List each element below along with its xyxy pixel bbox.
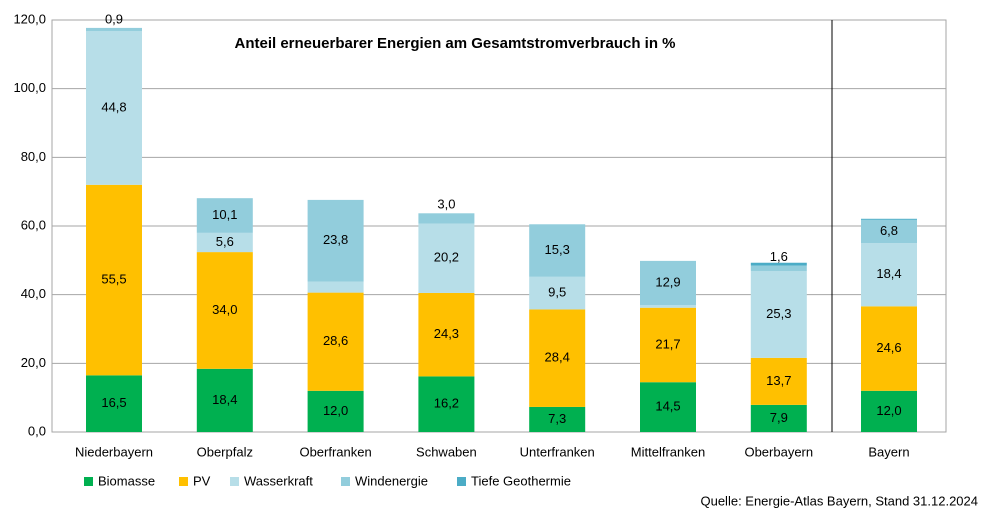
- data-label: 7,9: [770, 410, 788, 425]
- x-tick-label: Niederbayern: [75, 444, 153, 459]
- y-tick-label: 80,0: [21, 149, 46, 164]
- data-label: 12,0: [323, 403, 348, 418]
- y-tick-label: 40,0: [21, 286, 46, 301]
- y-tick-label: 100,0: [13, 80, 46, 95]
- bar-segment: [750, 262, 807, 266]
- data-label: 44,8: [101, 99, 126, 114]
- data-label: 0,9: [105, 11, 123, 26]
- data-label: 12,9: [655, 274, 680, 289]
- plot-border: [51, 19, 947, 433]
- data-label: 16,2: [434, 396, 459, 411]
- bar-segment: [750, 265, 807, 271]
- bar-segment: [196, 198, 253, 233]
- data-label: 5,6: [216, 234, 234, 249]
- data-label: 28,6: [323, 333, 348, 348]
- legend-swatch: [179, 477, 188, 486]
- bar-segment: [640, 305, 696, 308]
- bar-segment: [196, 252, 253, 369]
- x-tick-label: Unterfranken: [520, 444, 595, 459]
- legend-label: Biomasse: [98, 473, 155, 488]
- bar-segment: [529, 224, 586, 277]
- bar-segment: [307, 390, 364, 432]
- bar-segment: [861, 218, 917, 220]
- data-label: 10,1: [212, 207, 237, 222]
- legend-swatch: [341, 477, 350, 486]
- y-tick-label: 20,0: [21, 355, 46, 370]
- data-label: 24,6: [876, 340, 901, 355]
- bar-segment: [196, 232, 253, 253]
- data-label: 14,5: [655, 399, 680, 414]
- data-label: 1,6: [770, 249, 788, 264]
- legend-label: Windenergie: [355, 473, 428, 488]
- bar-segment: [529, 309, 586, 407]
- x-tick-label: Oberpfalz: [197, 444, 253, 459]
- y-tick-label: 60,0: [21, 217, 46, 232]
- data-label: 15,3: [545, 242, 570, 257]
- legend-label: Wasserkraft: [244, 473, 313, 488]
- bar-segment: [307, 292, 364, 391]
- data-label: 28,4: [545, 350, 570, 365]
- data-label: 21,7: [655, 336, 680, 351]
- bar-segment: [307, 199, 364, 282]
- bar-segment: [529, 406, 586, 432]
- data-label: 7,3: [548, 411, 566, 426]
- bar-segment: [640, 307, 696, 383]
- bar-segment: [529, 276, 586, 310]
- bar-segment: [861, 390, 917, 432]
- bar-segment: [861, 243, 917, 307]
- bar-segment: [196, 368, 253, 432]
- data-label: 24,3: [434, 326, 459, 341]
- legend-label: PV: [193, 473, 211, 488]
- bar-segment: [86, 27, 142, 31]
- legend-swatch: [84, 477, 93, 486]
- data-label: 3,0: [437, 197, 455, 212]
- data-label: 18,4: [876, 266, 901, 281]
- bar-segment: [86, 30, 142, 185]
- legend-swatch: [457, 477, 466, 486]
- bar-segment: [418, 223, 475, 293]
- bar-segment: [307, 281, 364, 293]
- x-tick-label: Schwaben: [416, 444, 477, 459]
- data-label: 12,0: [876, 403, 901, 418]
- x-tick-label: Bayern: [868, 444, 909, 459]
- data-label: 34,0: [212, 302, 237, 317]
- x-tick-label: Oberfranken: [299, 444, 371, 459]
- source-note: Quelle: Energie-Atlas Bayern, Stand 31.1…: [700, 493, 978, 508]
- y-tick-label: 0,0: [28, 423, 46, 438]
- x-tick-label: Mittelfranken: [631, 444, 705, 459]
- bar-segment: [861, 306, 917, 391]
- bar-segment: [418, 376, 475, 432]
- data-label: 23,8: [323, 232, 348, 247]
- data-label: 55,5: [101, 272, 126, 287]
- chart-title: Anteil erneuerbarer Energien am Gesamtst…: [235, 35, 676, 52]
- bar-segment: [640, 382, 696, 432]
- bar-segment: [86, 184, 142, 376]
- data-label: 18,4: [212, 392, 237, 407]
- data-label: 6,8: [880, 223, 898, 238]
- bar-segment: [640, 260, 696, 306]
- data-label: 25,3: [766, 306, 791, 321]
- bar-segment: [750, 357, 807, 405]
- y-tick-label: 120,0: [13, 11, 46, 26]
- bar-segment: [861, 219, 917, 244]
- data-label: 9,5: [548, 285, 566, 300]
- bar-segment: [418, 213, 475, 224]
- data-label: 16,5: [101, 395, 126, 410]
- data-label: 13,7: [766, 373, 791, 388]
- legend-label: Tiefe Geothermie: [471, 473, 571, 488]
- data-label: 20,2: [434, 250, 459, 265]
- bar-segment: [86, 375, 142, 432]
- bar-segment: [750, 404, 807, 432]
- bar-segment: [418, 292, 475, 377]
- legend-swatch: [230, 477, 239, 486]
- bar-segment: [750, 270, 807, 358]
- x-tick-label: Oberbayern: [744, 444, 813, 459]
